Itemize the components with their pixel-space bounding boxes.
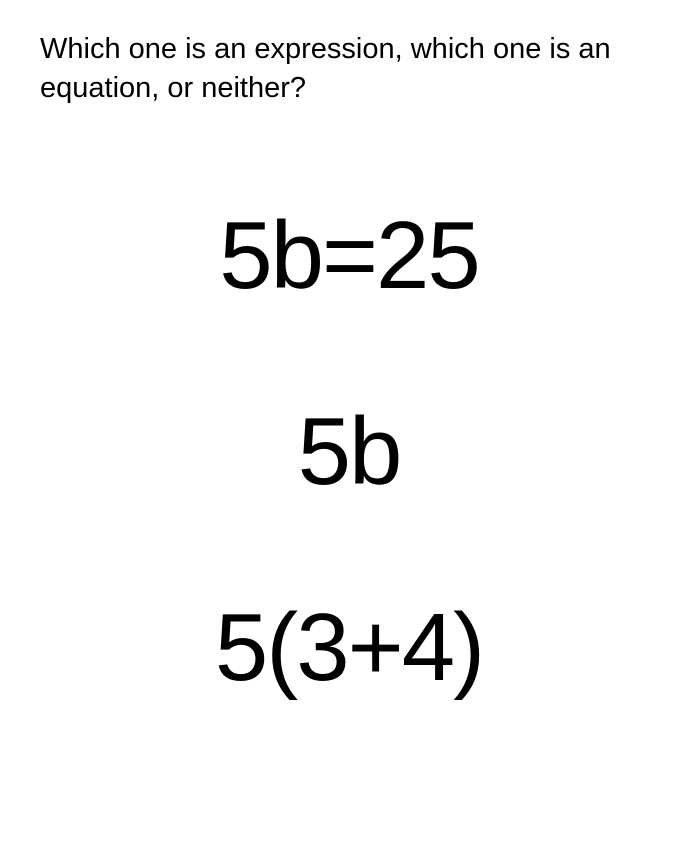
math-item-1: 5b=25 [219,208,479,304]
math-item-2: 5b [298,404,401,500]
math-items-container: 5b=25 5b 5(3+4) [40,208,658,696]
question-text: Which one is an expression, which one is… [40,30,658,108]
math-item-3: 5(3+4) [215,600,483,696]
